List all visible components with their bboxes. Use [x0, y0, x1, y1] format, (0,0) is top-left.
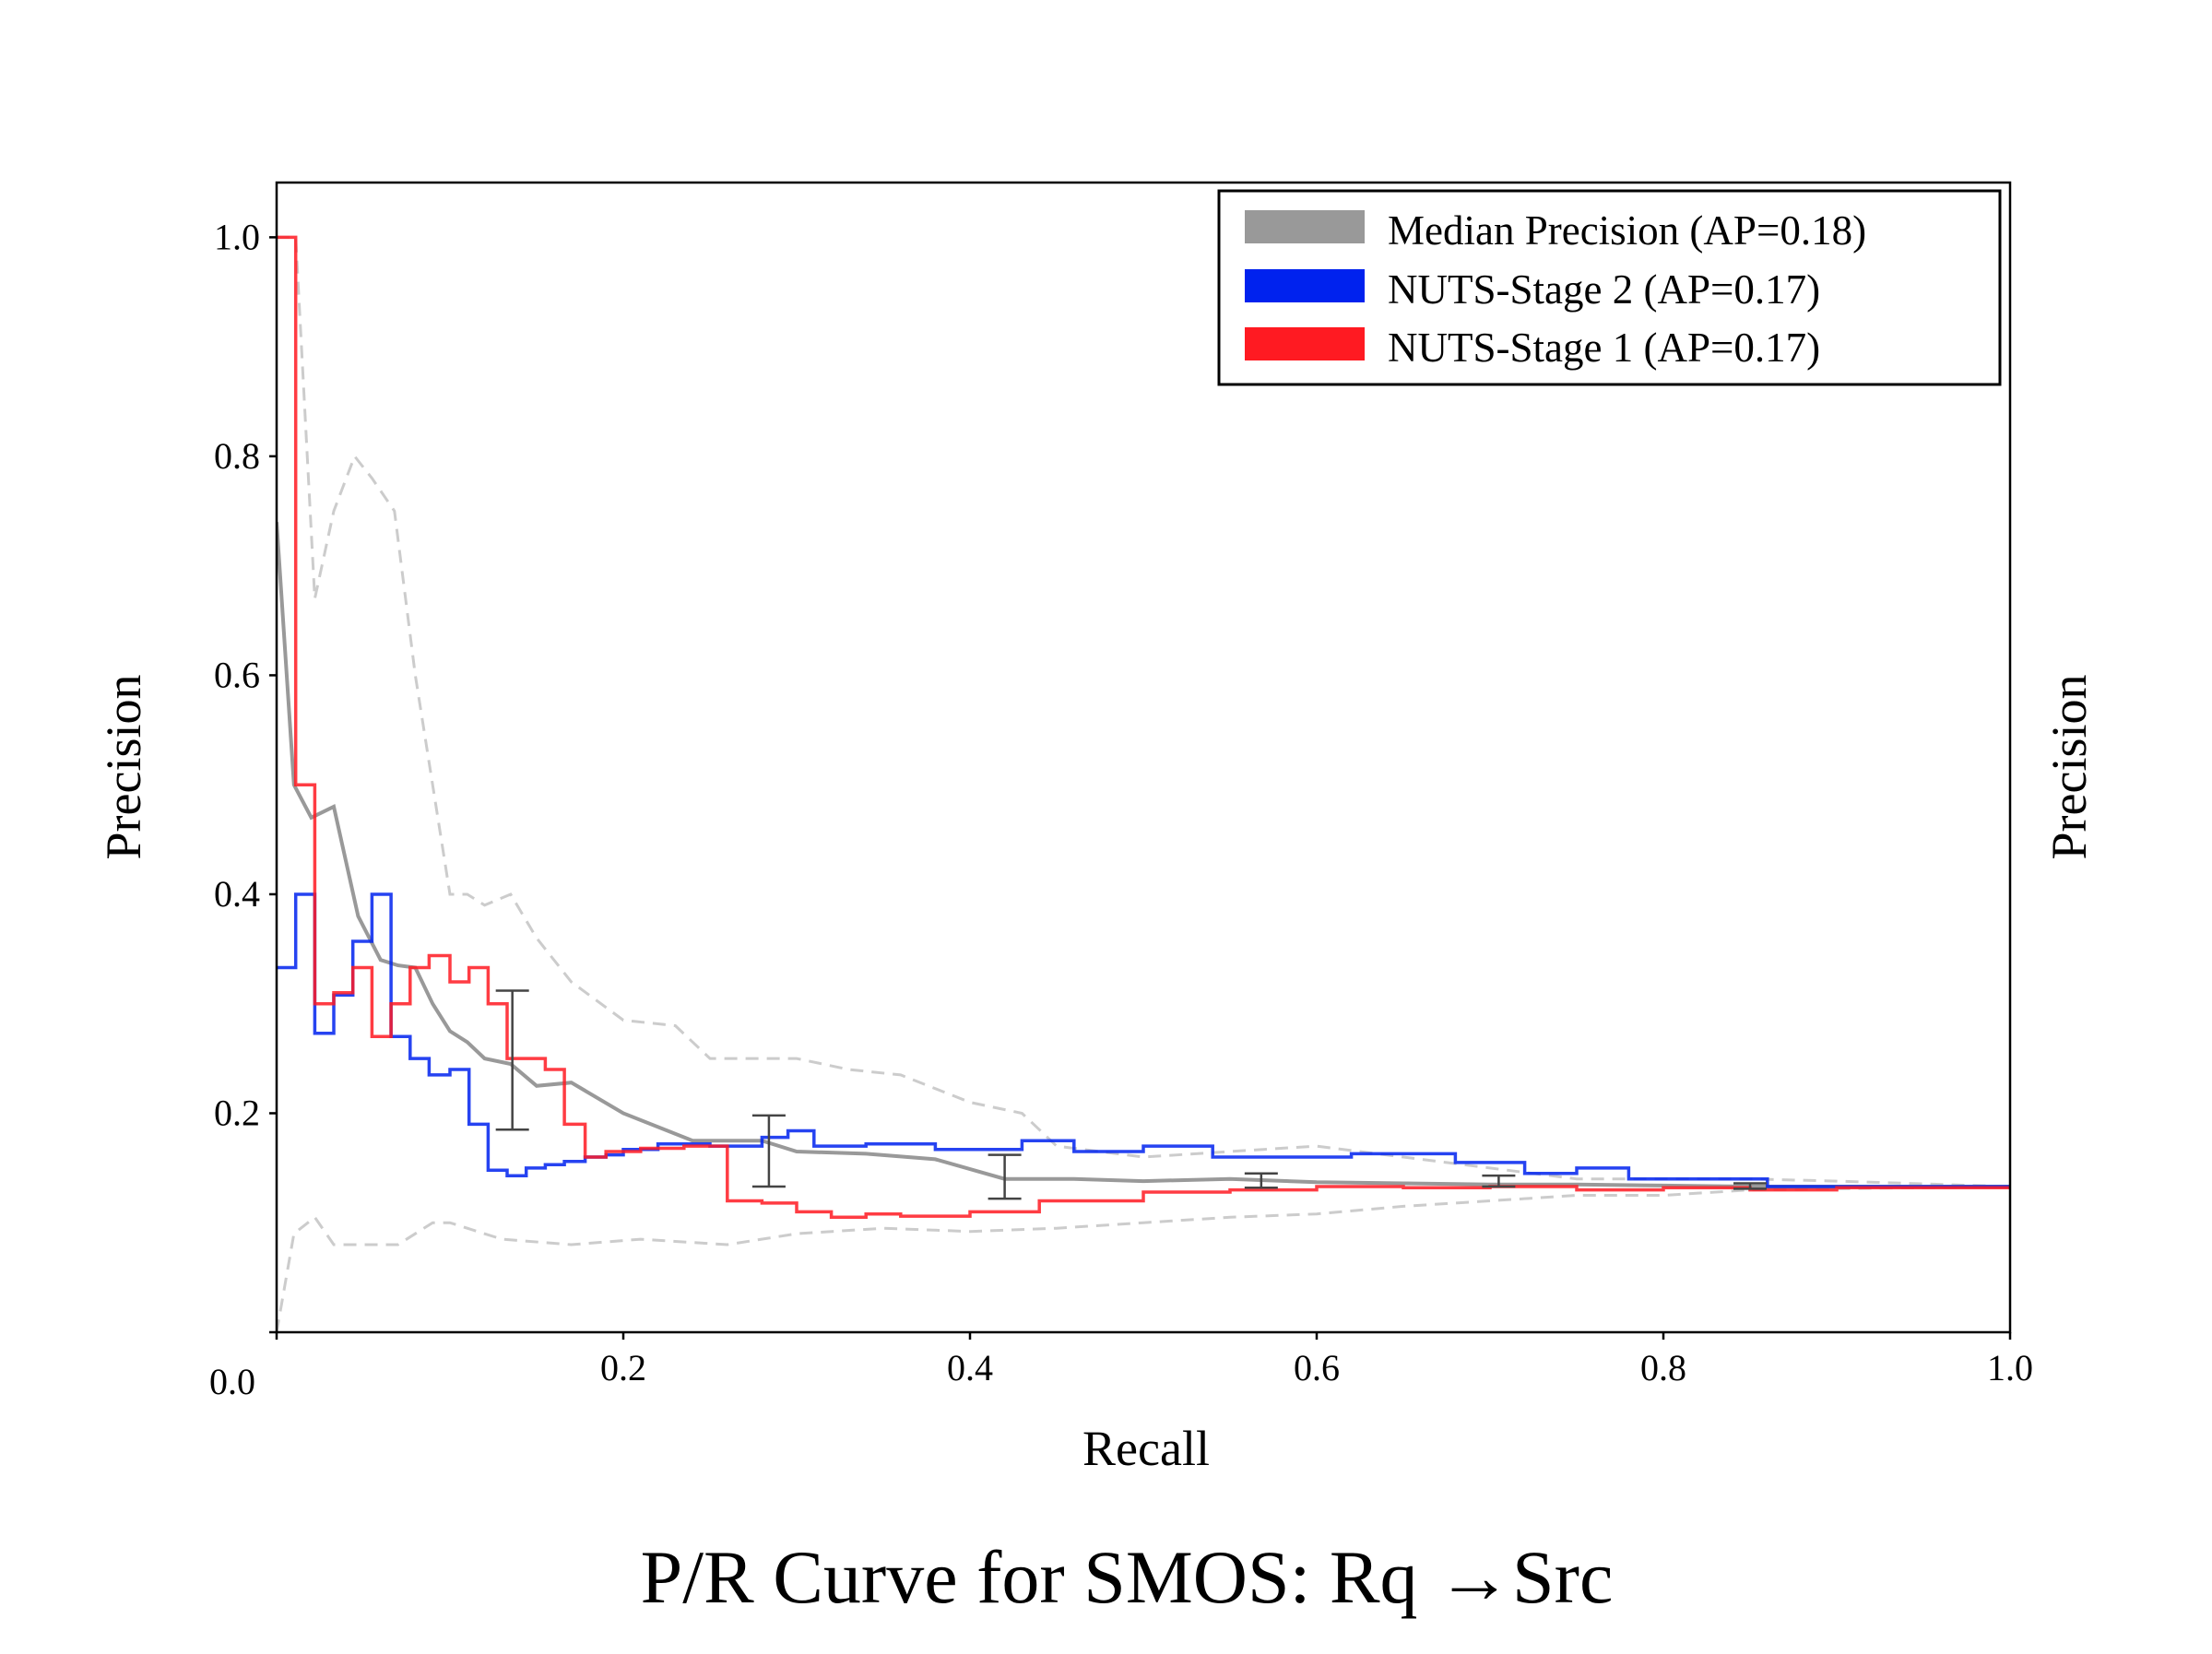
legend-label-median: Median Precision (AP=0.18) — [1388, 207, 1866, 254]
y-tick-label: 0.2 — [214, 1092, 260, 1133]
x-tick-label: 0.4 — [947, 1347, 993, 1388]
x-tick-label: 1.0 — [1987, 1347, 2033, 1388]
error-bar — [988, 1153, 1022, 1200]
series-line-bounds-lower-bound — [277, 1185, 2010, 1332]
axes: 0.0 0.2 0.4 0.6 0.8 1.0 0.2 0.4 0.6 0.8 1.0 — [209, 181, 2033, 1402]
y-tick-label: 0.6 — [214, 654, 260, 695]
legend-label-stage2: NUTS-Stage 2 (AP=0.17) — [1388, 266, 1820, 313]
plot-frame — [275, 181, 2012, 1334]
y-tick-label: 0.4 — [214, 873, 260, 915]
plot-area — [277, 235, 2010, 1332]
x-tick-label: 0.6 — [1294, 1347, 1340, 1388]
legend-swatch-stage1 — [1245, 327, 1365, 360]
y-tick-label: 1.0 — [214, 216, 260, 257]
legend-label-stage1: NUTS-Stage 1 (AP=0.17) — [1388, 325, 1820, 371]
x-axis-label: Recall — [1082, 1421, 1210, 1476]
y-tick-label: 0.8 — [214, 435, 260, 477]
error-bar — [751, 1114, 786, 1188]
chart-title: P/R Curve for SMOS: Rq →Src — [641, 1535, 1614, 1619]
x-tick-label: 0.0 — [209, 1361, 255, 1402]
legend-swatch-stage2 — [1245, 269, 1365, 302]
series-line-median — [277, 522, 2010, 1188]
series-line-stage2 — [277, 892, 2010, 1188]
error-bar — [495, 989, 529, 1131]
legend: Median Precision (AP=0.18) NUTS-Stage 2 … — [1217, 189, 2002, 386]
error-bar — [1482, 1174, 1516, 1188]
error-bar — [1733, 1182, 1767, 1190]
legend-swatch-median — [1245, 210, 1365, 243]
y-axis-label: Precision — [96, 675, 151, 860]
x-tick-label: 0.8 — [1640, 1347, 1686, 1388]
series-line-stage1 — [277, 235, 2010, 1220]
x-tick-label: 0.2 — [600, 1347, 646, 1388]
series-line-bounds-upper-bound — [277, 235, 2010, 1188]
error-bar — [1244, 1172, 1278, 1189]
y-axis-label-right: Precision — [2041, 675, 2097, 860]
